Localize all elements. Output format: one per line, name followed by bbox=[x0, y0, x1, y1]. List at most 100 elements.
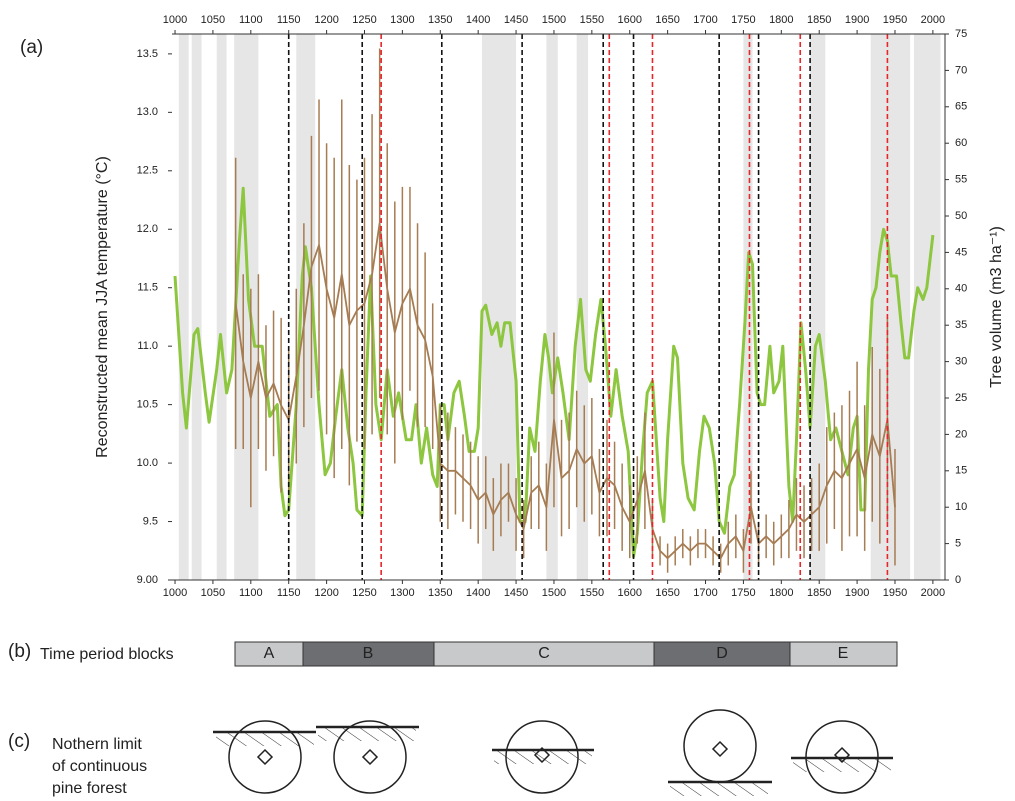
shaded-period bbox=[913, 34, 941, 580]
x-tick-label: 1350 bbox=[428, 587, 452, 599]
x-tick-label: 1200 bbox=[314, 587, 338, 599]
block-label: D bbox=[716, 645, 728, 662]
blocks bbox=[234, 641, 898, 667]
shaded-period bbox=[178, 34, 189, 580]
x-tick-label: 1700 bbox=[693, 587, 717, 599]
y-tick-label: 10.5 bbox=[137, 399, 158, 411]
x-tick-label: 1050 bbox=[201, 587, 225, 599]
block bbox=[653, 641, 791, 667]
x-tick-label: 1150 bbox=[277, 587, 301, 599]
block-label: B bbox=[363, 645, 374, 662]
x-tick-label: 1050 bbox=[201, 14, 225, 26]
block bbox=[302, 641, 435, 667]
block bbox=[234, 641, 304, 667]
x-tick-label: 1800 bbox=[769, 587, 793, 599]
x-tick-label: 1550 bbox=[580, 587, 604, 599]
y-tick-label: 12.5 bbox=[137, 165, 158, 177]
panel-title: Nothern limit bbox=[52, 736, 142, 753]
y-axis-title: Reconstructed mean JJA temperature (°C) bbox=[94, 156, 111, 458]
y2-axis-title: Tree volume (m3 ha⁻¹) bbox=[988, 226, 1005, 388]
panel-label: (a) bbox=[20, 37, 43, 58]
x-tick-label: 1600 bbox=[617, 587, 641, 599]
x-tick-label: 1750 bbox=[731, 14, 755, 26]
y2-tick-label: 20 bbox=[955, 428, 967, 440]
y2-tick-label: 25 bbox=[955, 392, 967, 404]
x-tick-label: 1300 bbox=[390, 587, 414, 599]
x-tick-label: 1150 bbox=[277, 14, 301, 26]
x-tick-label: 1950 bbox=[883, 587, 907, 599]
block-label: A bbox=[264, 645, 275, 662]
shaded-period bbox=[870, 34, 911, 580]
x-tick-label: 1100 bbox=[239, 14, 263, 26]
x-tick-label: 1900 bbox=[845, 14, 869, 26]
y2-tick-label: 50 bbox=[955, 210, 967, 222]
y2-tick-label: 0 bbox=[955, 574, 961, 586]
y-tick-label: 12.0 bbox=[137, 223, 158, 235]
y-tick-label: 13.5 bbox=[137, 48, 158, 60]
shaded-period bbox=[216, 34, 227, 580]
y-tick-label: 10.0 bbox=[137, 457, 158, 469]
block-label: E bbox=[838, 645, 849, 662]
panel-title: pine forest bbox=[52, 780, 127, 797]
x-tick-label: 1350 bbox=[428, 14, 452, 26]
x-tick-label: 1250 bbox=[352, 587, 376, 599]
y2-tick-label: 75 bbox=[955, 28, 967, 40]
x-tick-label: 1950 bbox=[883, 14, 907, 26]
y-tick-label: 13.0 bbox=[137, 106, 158, 118]
shaded-period bbox=[481, 34, 517, 580]
x-tick-label: 2000 bbox=[921, 587, 945, 599]
shaded-period bbox=[743, 34, 753, 580]
y-tick-label: 11.0 bbox=[137, 340, 158, 352]
shaded-period bbox=[810, 34, 826, 580]
shaded-period bbox=[191, 34, 202, 580]
x-tick-label: 1400 bbox=[466, 587, 490, 599]
x-tick-label: 1600 bbox=[617, 14, 641, 26]
y2-tick-label: 15 bbox=[955, 465, 967, 477]
panel-label: (c) bbox=[8, 731, 30, 752]
y2-tick-label: 10 bbox=[955, 501, 967, 513]
series-line bbox=[173, 186, 935, 559]
block bbox=[789, 641, 898, 667]
x-tick-label: 1250 bbox=[352, 14, 376, 26]
x-tick-label: 1850 bbox=[807, 587, 831, 599]
x-tick-label: 1450 bbox=[504, 14, 528, 26]
x-tick-label: 1550 bbox=[580, 14, 604, 26]
x-tick-label: 1750 bbox=[731, 587, 755, 599]
y2-tick-label: 40 bbox=[955, 283, 967, 295]
x-tick-label: 1450 bbox=[504, 587, 528, 599]
x-tick-label: 2000 bbox=[921, 14, 945, 26]
y-tick-label: 9.00 bbox=[137, 574, 158, 586]
panel-label: (b) bbox=[8, 641, 31, 662]
x-tick-label: 1700 bbox=[693, 14, 717, 26]
y2-tick-label: 55 bbox=[955, 174, 967, 186]
x-tick-label: 1100 bbox=[239, 587, 263, 599]
x-tick-label: 1800 bbox=[769, 14, 793, 26]
x-tick-label: 1900 bbox=[845, 587, 869, 599]
x-tick-label: 1400 bbox=[466, 14, 490, 26]
shaded-period bbox=[546, 34, 558, 580]
x-tick-label: 1000 bbox=[163, 14, 187, 26]
block-label: C bbox=[538, 645, 550, 662]
y2-tick-label: 70 bbox=[955, 64, 967, 76]
limit-diagrams bbox=[213, 709, 893, 796]
x-tick-label: 1850 bbox=[807, 14, 831, 26]
panel-title: Time period blocks bbox=[40, 646, 174, 663]
y2-tick-label: 65 bbox=[955, 101, 967, 113]
y2-tick-label: 35 bbox=[955, 319, 967, 331]
x-tick-label: 1300 bbox=[390, 14, 414, 26]
series-line bbox=[234, 222, 896, 560]
y2-tick-label: 5 bbox=[955, 538, 961, 550]
x-tick-label: 1200 bbox=[314, 14, 338, 26]
panel-title: of continuous bbox=[52, 758, 147, 775]
y2-tick-label: 60 bbox=[955, 137, 967, 149]
block bbox=[433, 641, 655, 667]
x-tick-label: 1500 bbox=[542, 587, 566, 599]
shaded-period bbox=[234, 34, 259, 580]
y-tick-label: 9.5 bbox=[143, 515, 158, 527]
x-tick-label: 1650 bbox=[655, 587, 679, 599]
x-tick-label: 1500 bbox=[542, 14, 566, 26]
y2-tick-label: 45 bbox=[955, 246, 967, 258]
y2-tick-label: 30 bbox=[955, 356, 967, 368]
